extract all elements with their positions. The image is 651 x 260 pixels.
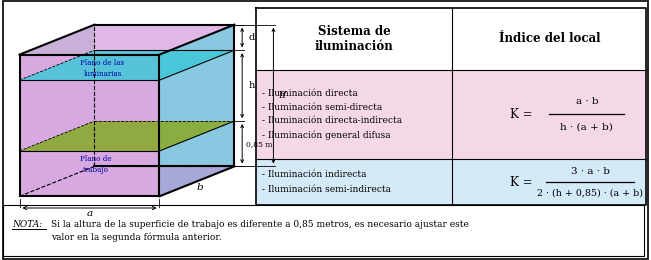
- Text: K =: K =: [510, 108, 533, 121]
- Text: h: h: [249, 81, 255, 90]
- Polygon shape: [20, 121, 234, 151]
- Text: a · b: a · b: [575, 98, 598, 106]
- Polygon shape: [159, 25, 234, 196]
- Text: Plano de
trabajo: Plano de trabajo: [80, 155, 112, 174]
- Text: b: b: [197, 183, 204, 192]
- Text: 2 · (h + 0,85) · (a + b): 2 · (h + 0,85) · (a + b): [537, 188, 643, 197]
- Polygon shape: [20, 50, 234, 80]
- Text: valor en la segunda fórmula anterior.: valor en la segunda fórmula anterior.: [51, 232, 221, 242]
- Text: a: a: [87, 209, 92, 218]
- Polygon shape: [20, 166, 234, 196]
- FancyBboxPatch shape: [256, 70, 646, 159]
- FancyBboxPatch shape: [3, 1, 648, 259]
- Text: d: d: [249, 33, 255, 42]
- FancyBboxPatch shape: [3, 205, 644, 256]
- Polygon shape: [20, 25, 234, 55]
- Text: Sistema de
iluminación: Sistema de iluminación: [315, 25, 393, 53]
- Text: NOTA:: NOTA:: [12, 220, 42, 229]
- Text: h': h': [279, 91, 288, 100]
- Text: Plano de las
luminarias: Plano de las luminarias: [81, 60, 124, 78]
- Polygon shape: [20, 55, 159, 196]
- Text: 0,85 m: 0,85 m: [246, 140, 273, 148]
- FancyBboxPatch shape: [256, 8, 646, 70]
- Text: Índice del local: Índice del local: [499, 32, 600, 46]
- FancyBboxPatch shape: [256, 159, 646, 205]
- Polygon shape: [94, 25, 234, 166]
- Text: 3 · a · b: 3 · a · b: [571, 167, 609, 176]
- Polygon shape: [20, 25, 94, 196]
- Text: Si la altura de la superficie de trabajo es diferente a 0,85 metros, es necesari: Si la altura de la superficie de trabajo…: [51, 220, 469, 229]
- Text: h · (a + b): h · (a + b): [561, 122, 613, 131]
- Text: - Iluminación directa
- Iluminación semi-directa
- Iluminación directa-indirecta: - Iluminación directa - Iluminación semi…: [262, 89, 402, 140]
- Text: K =: K =: [510, 176, 533, 188]
- Text: - Iluminación indirecta
- Iluminación semi-indirecta: - Iluminación indirecta - Iluminación se…: [262, 170, 391, 194]
